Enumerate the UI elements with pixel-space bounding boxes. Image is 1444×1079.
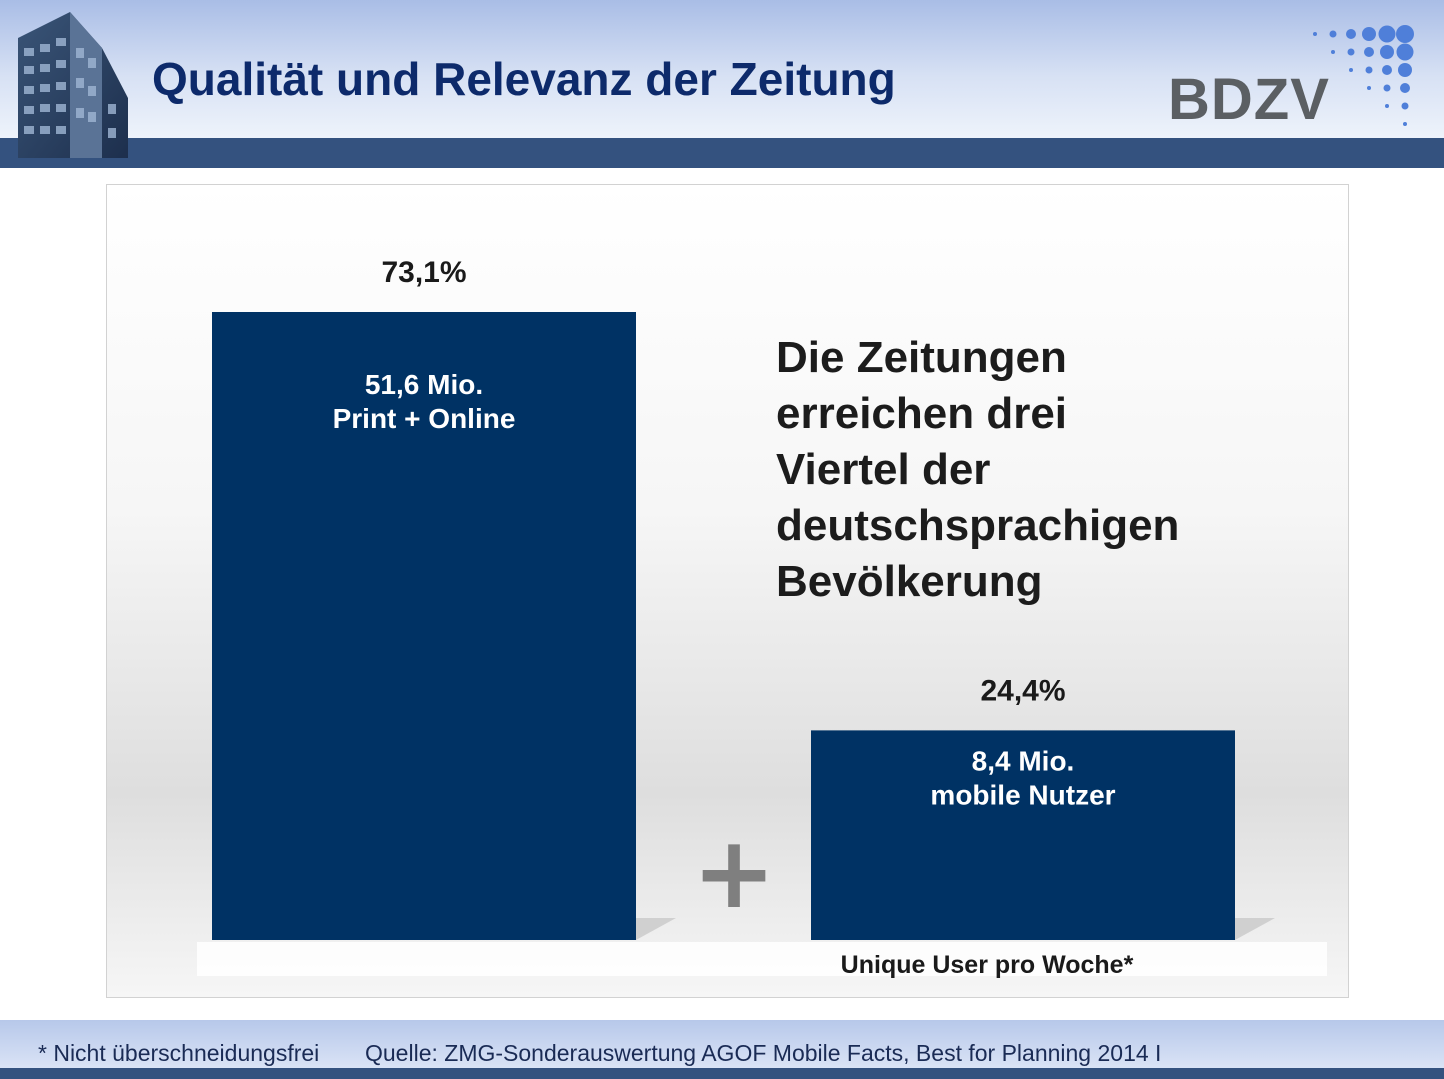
bar-shadow: [1235, 918, 1275, 940]
bdzv-logo: BDZV: [1168, 67, 1330, 132]
header-band: [0, 138, 1444, 168]
bar-inner-value-2: 8,4 Mio.: [972, 745, 1075, 776]
bar-chart: 73,1% 51,6 Mio.Print + Online 24,4% 8,4 Mio…: [197, 256, 1327, 979]
page-title: Qualität und Relevanz der Zeitung: [152, 53, 896, 105]
bar-inner-label-1: Print + Online: [333, 403, 516, 434]
source-note: Quelle: ZMG-Sonderauswertung AGOF Mobile…: [365, 1040, 1162, 1066]
plus-icon: +: [692, 814, 776, 931]
bar-2: [811, 730, 1235, 940]
chart-panel: 73,1% 51,6 Mio. Print + Online 24,4% 8,4 Mio…: [106, 184, 1349, 998]
building-photo-icon: [18, 12, 128, 158]
bar-inner-label-2: mobile Nutzer: [930, 779, 1115, 810]
value-label-2: 24,4%: [980, 674, 1065, 707]
x-axis-label: Unique User pro Woche*: [841, 951, 1134, 979]
chart-headline: Die Zeitungen erreichen drei Viertel der…: [776, 333, 1180, 606]
bar-1: [212, 312, 636, 940]
bdzv-dots-icon: [1313, 25, 1414, 126]
footer-band: [0, 1068, 1444, 1079]
value-label-1: 73,1%: [381, 256, 466, 289]
footer-bar: [0, 1020, 1444, 1070]
bar-inner-value-1: 51,6 Mio.: [365, 369, 483, 400]
footnote: * Nicht überschneidungsfrei: [38, 1040, 320, 1066]
baseline-strip: [197, 942, 1327, 976]
slide-header: [0, 0, 1444, 138]
bar-shadow: [636, 918, 676, 940]
